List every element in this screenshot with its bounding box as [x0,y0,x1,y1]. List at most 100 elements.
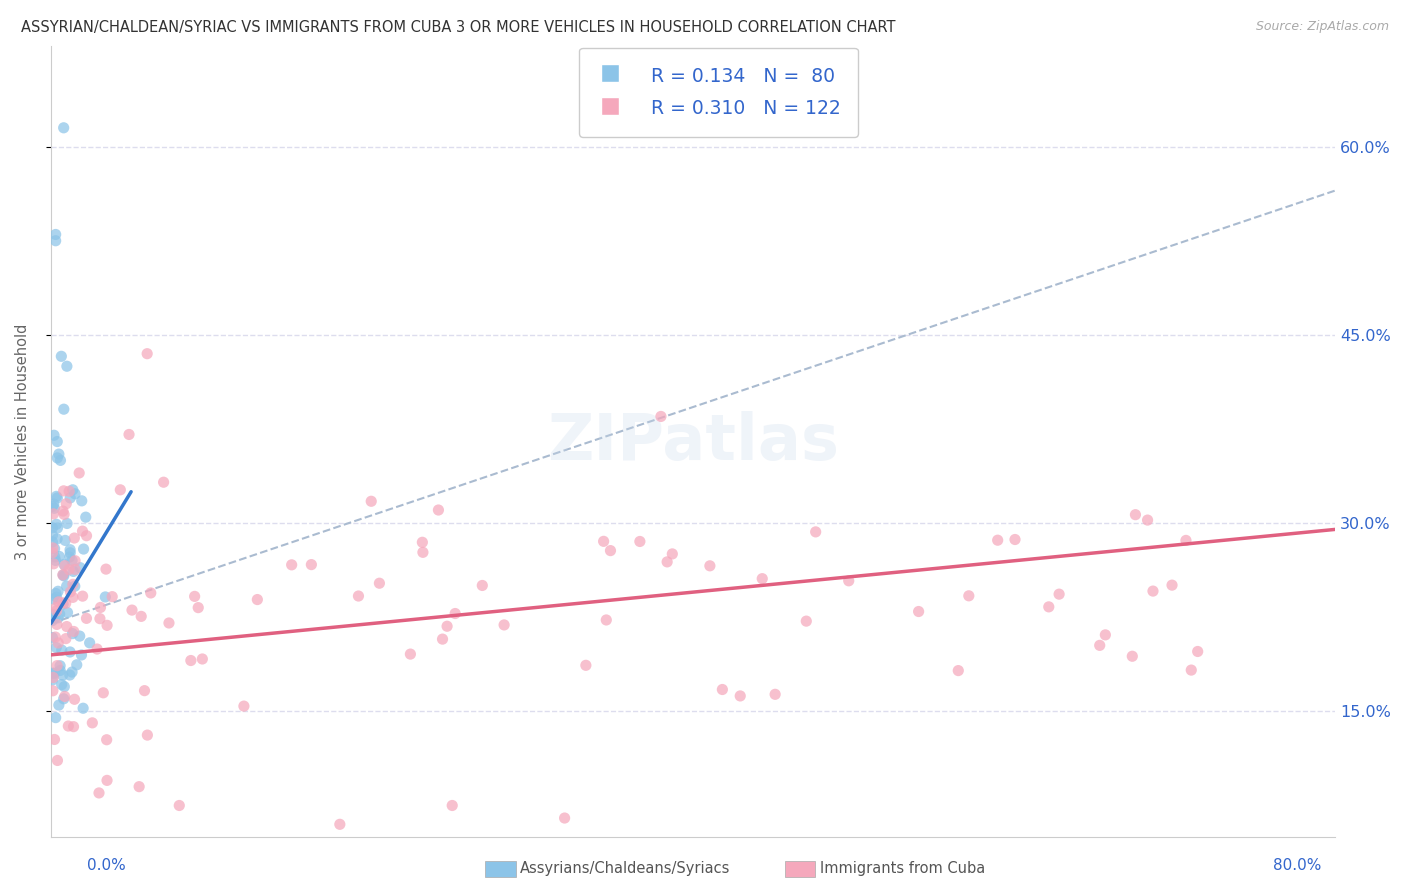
Point [53,558,76,573]
Point [661,547,683,561]
Point [46,584,69,599]
Point [412,545,434,559]
Point [42,670,65,684]
Point [399,647,422,661]
Point [45,489,67,503]
Point [49,664,72,678]
Point [41,631,63,645]
Y-axis label: 3 or more Vehicles in Household: 3 or more Vehicles in Household [15,324,30,559]
Point [987,533,1010,548]
Point [299,558,322,572]
Point [94,590,117,604]
Point [41,607,63,622]
Point [51,349,73,363]
Point [75,510,97,524]
Point [62,577,84,591]
Point [1094,628,1116,642]
Point [51,643,73,657]
Point [957,589,980,603]
Point [76,529,98,543]
Point [134,683,156,698]
Point [45,600,67,615]
Point [91,686,114,700]
Point [59,585,82,599]
Point [44,630,66,644]
Point [52,569,75,583]
Point [49,658,72,673]
Point [62,624,84,639]
Point [45,234,67,248]
Point [42,557,65,571]
Point [794,614,817,628]
Point [46,532,69,546]
Point [70,648,93,662]
Point [592,534,614,549]
Point [63,692,86,706]
Point [1161,578,1184,592]
Point [45,617,67,632]
Point [554,811,576,825]
Text: Source: ZipAtlas.com: Source: ZipAtlas.com [1256,20,1389,33]
Point [63,554,86,568]
Point [52,567,75,582]
Point [427,503,450,517]
Point [72,589,94,603]
Point [96,773,118,788]
Point [360,494,382,508]
Point [599,543,621,558]
Point [62,483,84,497]
Point [45,517,67,532]
Point [60,665,83,679]
Point [44,553,66,567]
Text: ZIPatlas: ZIPatlas [547,410,839,473]
Point [157,615,180,630]
Point [1142,584,1164,599]
Point [62,720,84,734]
Point [136,728,159,742]
Point [62,565,84,579]
Point [1088,638,1111,652]
Point [59,542,82,557]
Point [55,596,77,610]
Point [58,549,80,564]
Point [41,500,63,514]
Point [728,689,751,703]
Point [763,687,786,701]
Point [53,508,76,522]
Point [63,562,86,576]
Point [63,531,86,545]
Point [804,524,827,539]
Point [187,600,209,615]
Point [52,568,75,582]
Point [69,560,91,574]
Point [1180,663,1202,677]
Point [41,528,63,542]
Point [59,546,82,560]
Point [136,347,159,361]
Point [41,546,63,560]
Point [58,484,80,499]
Point [751,572,773,586]
Point [44,501,66,516]
Point [46,636,69,650]
Point [46,434,69,449]
Point [56,359,79,374]
Point [44,611,66,625]
Point [432,632,454,647]
Point [650,409,672,424]
Point [191,652,214,666]
Point [53,533,76,548]
Point [45,604,67,618]
Point [53,680,76,694]
Point [45,640,67,655]
Point [72,524,94,538]
Point [52,597,75,611]
Point [67,466,90,480]
Point [60,553,83,567]
Point [46,611,69,625]
Point [42,497,65,511]
Point [1174,533,1197,548]
Point [52,668,75,682]
Point [55,619,77,633]
Text: Immigrants from Cuba: Immigrants from Cuba [820,862,986,876]
